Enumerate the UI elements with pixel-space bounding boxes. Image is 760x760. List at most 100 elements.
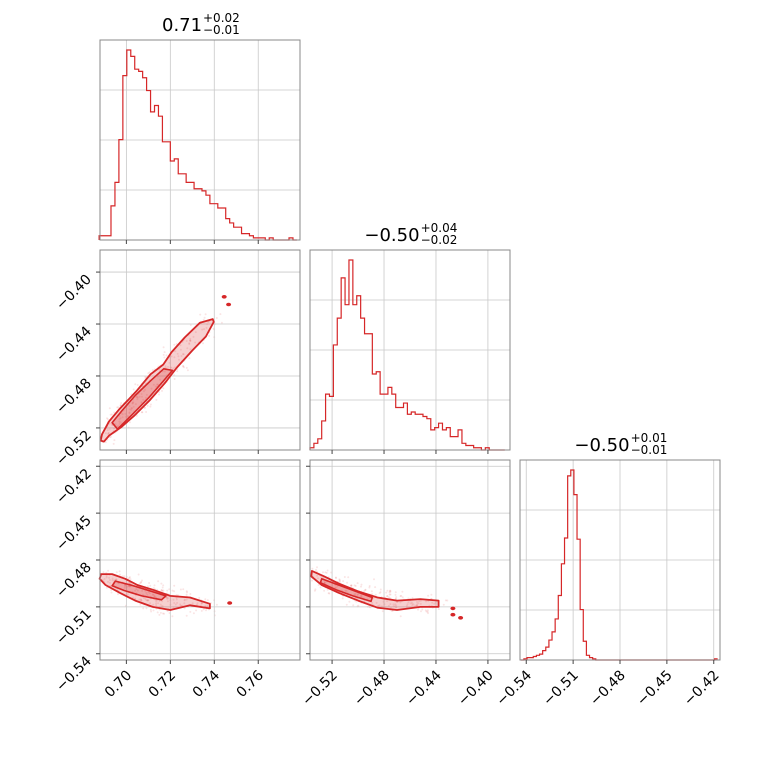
sample-point <box>364 589 367 592</box>
sample-point <box>430 593 433 596</box>
sample-point <box>200 609 203 612</box>
sample-point <box>141 395 143 398</box>
sample-point <box>414 604 417 607</box>
sample-point <box>419 599 422 602</box>
sample-point <box>128 405 131 407</box>
sample-point <box>118 570 121 573</box>
sample-point <box>118 418 121 421</box>
sample-point <box>189 337 192 340</box>
title-lower-error: −0.01 <box>631 443 668 457</box>
sample-point <box>128 576 131 579</box>
sample-point <box>220 321 223 324</box>
sample-point <box>191 602 194 605</box>
sample-point <box>148 371 151 374</box>
sample-point <box>120 402 123 405</box>
sample-point <box>159 611 162 614</box>
sample-point <box>132 405 135 408</box>
panel-frame <box>99 39 301 241</box>
sample-point <box>146 599 149 602</box>
sample-point <box>374 593 377 596</box>
sample-point <box>426 609 429 612</box>
sample-point <box>347 576 350 579</box>
sample-point <box>344 589 347 592</box>
x-tick-label: −0.51 <box>540 668 582 710</box>
sample-point <box>128 412 131 415</box>
sample-point <box>313 589 316 592</box>
sample-point <box>182 353 185 356</box>
sample-point <box>419 602 422 605</box>
sample-point <box>388 596 390 599</box>
grid-lines <box>100 40 720 660</box>
sample-point <box>389 589 392 592</box>
sample-point <box>327 592 330 595</box>
sample-point <box>130 407 133 410</box>
sample-point <box>136 398 139 401</box>
sample-point <box>348 600 351 603</box>
sample-point <box>145 393 148 396</box>
sample-point <box>368 586 371 589</box>
sample-point <box>108 576 111 579</box>
sample-point <box>152 609 155 612</box>
sample-point <box>355 600 358 603</box>
sample-point <box>399 595 402 598</box>
sample-point <box>415 604 418 607</box>
sample-point <box>105 574 108 577</box>
sample-point <box>108 428 111 431</box>
y-tick-label: −0.42 <box>53 466 95 508</box>
sample-point <box>171 589 174 592</box>
sample-point <box>396 601 399 603</box>
plot-data <box>98 49 718 661</box>
sample-point <box>373 578 375 581</box>
sample-point <box>206 604 209 607</box>
sample-point <box>311 567 314 570</box>
sample-point <box>199 313 202 316</box>
sample-point <box>133 597 136 600</box>
x-tick-label: 0.72 <box>146 668 179 701</box>
sample-point <box>371 601 374 604</box>
sample-point <box>158 393 160 396</box>
y-tick-label: −0.48 <box>53 560 95 602</box>
histogram-0 <box>98 49 297 241</box>
sample-point <box>381 610 384 613</box>
title-value: 0.71 <box>162 15 202 36</box>
sample-point <box>136 396 139 399</box>
sample-point <box>155 600 158 603</box>
sample-point <box>114 423 117 426</box>
sample-point <box>126 414 129 417</box>
sample-point <box>416 601 418 603</box>
title-upper-error: +0.01 <box>631 431 668 445</box>
sample-point <box>425 610 428 613</box>
x-tick-label: −0.42 <box>681 668 723 710</box>
sample-point <box>323 589 326 592</box>
sample-point <box>200 602 203 605</box>
sample-point <box>156 611 159 614</box>
sample-point <box>156 383 159 386</box>
sample-point <box>386 600 389 603</box>
sample-point <box>109 413 112 416</box>
sample-point <box>350 584 353 587</box>
sample-point <box>411 604 414 607</box>
sample-point <box>139 598 142 601</box>
sample-point <box>140 599 143 602</box>
sample-point <box>194 331 197 334</box>
sample-point <box>186 591 188 594</box>
sample-point <box>108 579 111 581</box>
sample-point <box>350 584 352 587</box>
sample-point <box>153 584 156 587</box>
sample-point <box>411 597 414 600</box>
sample-point <box>142 390 145 393</box>
sample-point <box>189 324 192 326</box>
sample-point <box>109 584 112 587</box>
sample-point <box>142 607 145 610</box>
x-tick-label: −0.48 <box>587 668 629 710</box>
sample-point <box>185 593 188 596</box>
sample-point <box>188 343 191 346</box>
sample-point <box>185 598 188 601</box>
sample-point <box>136 395 139 398</box>
sample-point <box>135 588 138 591</box>
sample-point <box>183 599 186 602</box>
sample-point <box>107 432 110 434</box>
sample-point <box>119 404 122 407</box>
sample-point <box>421 608 424 611</box>
sample-point <box>176 601 179 604</box>
